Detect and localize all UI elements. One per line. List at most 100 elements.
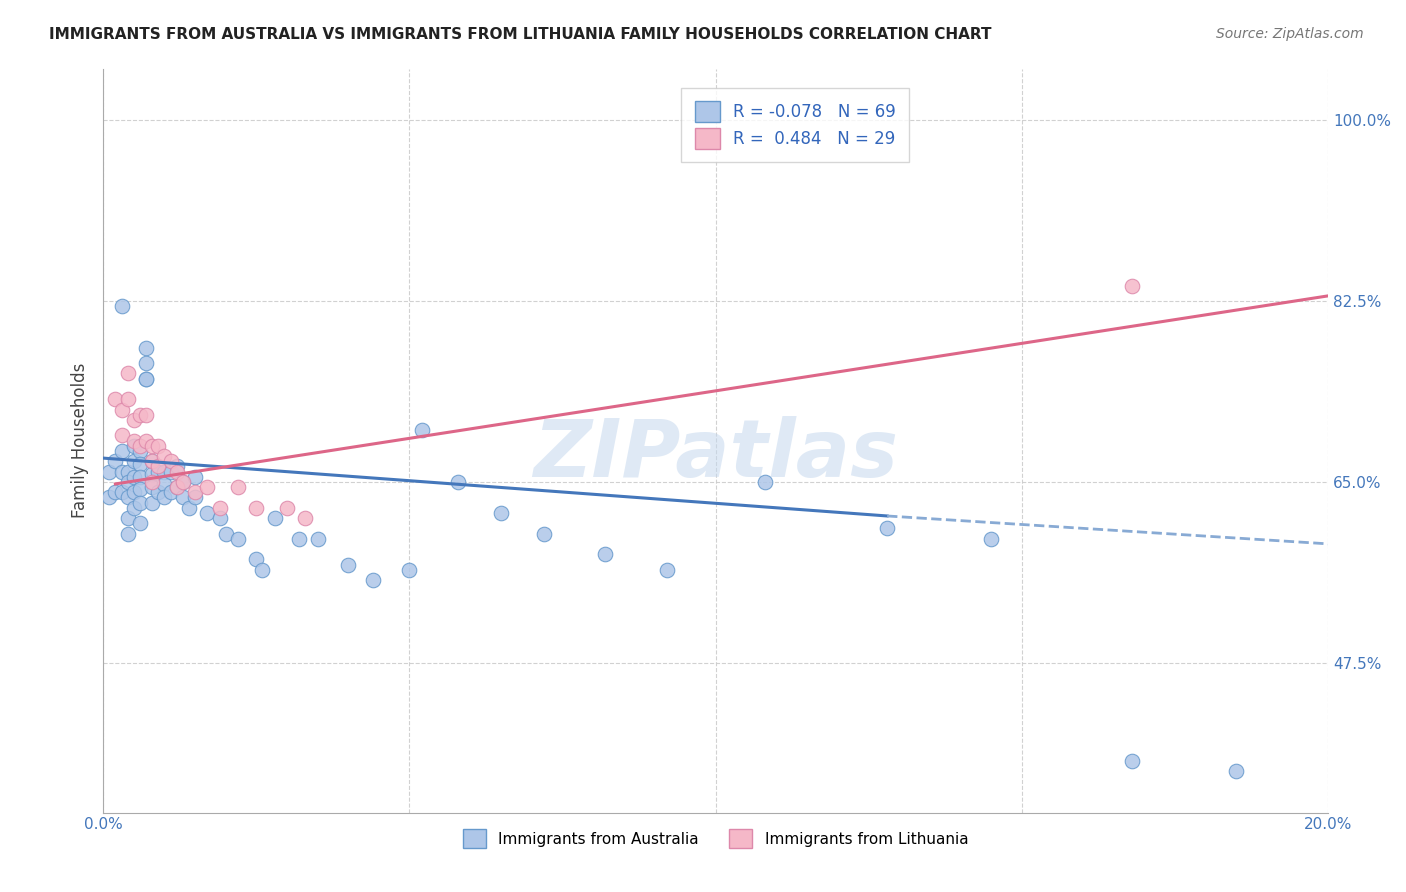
Point xyxy=(122,413,145,427)
Point xyxy=(141,454,163,468)
Point xyxy=(135,371,157,385)
Point xyxy=(117,511,139,525)
Point xyxy=(104,392,127,407)
Point xyxy=(876,521,898,535)
Point xyxy=(159,485,181,500)
Point xyxy=(337,558,360,572)
Point xyxy=(141,439,163,453)
Point xyxy=(1121,278,1143,293)
Point xyxy=(135,356,157,370)
Point xyxy=(533,526,555,541)
Point xyxy=(263,511,285,525)
Point xyxy=(122,434,145,448)
Point xyxy=(104,454,127,468)
Point xyxy=(141,467,163,481)
Point xyxy=(141,454,163,468)
Point xyxy=(294,511,316,525)
Point xyxy=(208,500,231,515)
Point xyxy=(166,459,188,474)
Point xyxy=(153,477,176,491)
Point xyxy=(122,485,145,500)
Point xyxy=(195,506,218,520)
Point xyxy=(148,485,170,500)
Point xyxy=(172,475,194,489)
Point xyxy=(117,475,139,489)
Point xyxy=(128,439,150,453)
Point xyxy=(128,458,150,472)
Point xyxy=(128,408,150,422)
Point xyxy=(754,475,776,489)
Y-axis label: Family Households: Family Households xyxy=(72,363,89,518)
Point xyxy=(122,469,145,483)
Point xyxy=(980,532,1002,546)
Point xyxy=(135,408,157,422)
Point xyxy=(491,506,513,520)
Point xyxy=(141,495,163,509)
Text: Source: ZipAtlas.com: Source: ZipAtlas.com xyxy=(1216,27,1364,41)
Legend: R = -0.078   N = 69, R =  0.484   N = 29: R = -0.078 N = 69, R = 0.484 N = 29 xyxy=(682,88,910,162)
Point xyxy=(110,402,132,417)
Point xyxy=(117,491,139,505)
Point xyxy=(135,434,157,448)
Point xyxy=(208,511,231,525)
Point xyxy=(172,475,194,489)
Point xyxy=(411,423,433,437)
Point xyxy=(110,465,132,479)
Point xyxy=(166,480,188,494)
Point xyxy=(104,485,127,500)
Point xyxy=(122,454,145,468)
Point xyxy=(166,480,188,494)
Point xyxy=(148,459,170,474)
Point xyxy=(276,500,298,515)
Point xyxy=(110,299,132,313)
Point xyxy=(128,469,150,483)
Point xyxy=(148,465,170,479)
Point xyxy=(1225,764,1247,779)
Point xyxy=(655,563,678,577)
Point xyxy=(288,532,311,546)
Point xyxy=(98,491,121,505)
Point xyxy=(122,500,145,515)
Point xyxy=(117,465,139,479)
Point xyxy=(226,532,249,546)
Point xyxy=(110,443,132,458)
Point xyxy=(245,552,267,566)
Point xyxy=(307,532,329,546)
Point xyxy=(214,526,236,541)
Point xyxy=(153,465,176,479)
Point xyxy=(117,526,139,541)
Point xyxy=(177,500,200,515)
Point xyxy=(128,495,150,509)
Point xyxy=(128,443,150,458)
Point xyxy=(184,491,207,505)
Point xyxy=(153,449,176,463)
Text: IMMIGRANTS FROM AUSTRALIA VS IMMIGRANTS FROM LITHUANIA FAMILY HOUSEHOLDS CORRELA: IMMIGRANTS FROM AUSTRALIA VS IMMIGRANTS … xyxy=(49,27,991,42)
Point xyxy=(159,465,181,479)
Point xyxy=(153,491,176,505)
Point xyxy=(1121,754,1143,768)
Point xyxy=(117,392,139,407)
Point xyxy=(141,480,163,494)
Point xyxy=(184,485,207,500)
Point xyxy=(226,480,249,494)
Text: ZIPatlas: ZIPatlas xyxy=(533,417,898,494)
Point xyxy=(117,367,139,381)
Point xyxy=(252,563,274,577)
Point xyxy=(447,475,470,489)
Point xyxy=(159,454,181,468)
Point xyxy=(184,469,207,483)
Point xyxy=(128,482,150,496)
Point xyxy=(135,371,157,385)
Point xyxy=(595,547,617,561)
Point xyxy=(98,465,121,479)
Point xyxy=(398,563,420,577)
Point xyxy=(110,485,132,500)
Point xyxy=(172,491,194,505)
Point xyxy=(245,500,267,515)
Point xyxy=(122,439,145,453)
Point xyxy=(110,428,132,442)
Point xyxy=(361,573,384,587)
Point xyxy=(166,465,188,479)
Point xyxy=(128,516,150,531)
Point xyxy=(148,439,170,453)
